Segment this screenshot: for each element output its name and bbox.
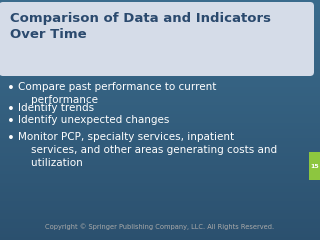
Bar — [0, 132, 320, 135]
Bar — [0, 216, 320, 219]
Bar — [0, 0, 320, 3]
Text: •: • — [7, 82, 15, 95]
Bar — [0, 15, 320, 18]
Bar — [0, 114, 320, 117]
Bar — [0, 87, 320, 90]
Text: Identify unexpected changes: Identify unexpected changes — [18, 115, 169, 125]
Bar — [0, 123, 320, 126]
Bar — [0, 177, 320, 180]
Bar — [0, 72, 320, 75]
Bar — [0, 57, 320, 60]
Bar — [0, 183, 320, 186]
Bar — [0, 207, 320, 210]
Bar — [0, 21, 320, 24]
Bar — [0, 186, 320, 189]
Bar — [0, 222, 320, 225]
Bar — [0, 159, 320, 162]
Text: •: • — [7, 132, 15, 145]
Bar — [0, 204, 320, 207]
Bar — [0, 135, 320, 138]
Bar — [0, 234, 320, 237]
Bar — [0, 201, 320, 204]
Bar — [0, 144, 320, 147]
Bar — [0, 105, 320, 108]
Bar — [0, 231, 320, 234]
Bar — [0, 18, 320, 21]
Text: Compare past performance to current
    performance: Compare past performance to current perf… — [18, 82, 216, 105]
Bar — [0, 6, 320, 9]
Bar — [0, 171, 320, 174]
Bar — [0, 219, 320, 222]
Bar — [0, 153, 320, 156]
Bar — [0, 195, 320, 198]
FancyBboxPatch shape — [0, 2, 314, 76]
Bar — [0, 141, 320, 144]
Text: 15: 15 — [310, 163, 319, 168]
Bar — [0, 147, 320, 150]
Bar — [0, 75, 320, 78]
Bar — [0, 93, 320, 96]
Bar — [0, 189, 320, 192]
Bar — [0, 51, 320, 54]
Bar — [0, 213, 320, 216]
Text: •: • — [7, 115, 15, 128]
Bar — [0, 150, 320, 153]
Bar — [0, 45, 320, 48]
Bar — [0, 66, 320, 69]
Bar — [309, 152, 320, 180]
Bar — [0, 81, 320, 84]
Bar — [0, 30, 320, 33]
Bar — [0, 84, 320, 87]
Bar — [0, 168, 320, 171]
Bar — [0, 60, 320, 63]
Bar — [0, 192, 320, 195]
Bar — [0, 174, 320, 177]
Bar — [0, 108, 320, 111]
Bar — [0, 99, 320, 102]
Bar — [0, 54, 320, 57]
Bar — [0, 78, 320, 81]
Text: Comparison of Data and Indicators: Comparison of Data and Indicators — [10, 12, 271, 25]
Bar — [0, 210, 320, 213]
Bar — [0, 228, 320, 231]
Bar — [0, 63, 320, 66]
Bar — [0, 33, 320, 36]
Bar — [0, 111, 320, 114]
Bar — [0, 129, 320, 132]
Bar — [0, 39, 320, 42]
Bar — [0, 9, 320, 12]
Bar — [0, 48, 320, 51]
Bar — [0, 237, 320, 240]
Text: Monitor PCP, specialty services, inpatient
    services, and other areas generat: Monitor PCP, specialty services, inpatie… — [18, 132, 277, 168]
Text: •: • — [7, 103, 15, 116]
Bar — [0, 180, 320, 183]
Bar — [0, 162, 320, 165]
Bar — [0, 27, 320, 30]
Bar — [0, 225, 320, 228]
Bar — [0, 198, 320, 201]
Bar — [0, 156, 320, 159]
Text: Copyright © Springer Publishing Company, LLC. All Rights Reserved.: Copyright © Springer Publishing Company,… — [45, 223, 275, 230]
Bar — [0, 24, 320, 27]
Bar — [0, 69, 320, 72]
Bar — [0, 96, 320, 99]
Bar — [0, 138, 320, 141]
Bar — [0, 3, 320, 6]
Bar — [0, 36, 320, 39]
Bar — [0, 42, 320, 45]
Bar — [0, 120, 320, 123]
Bar — [0, 165, 320, 168]
Text: Over Time: Over Time — [10, 28, 87, 41]
Text: Identify trends: Identify trends — [18, 103, 94, 113]
Bar — [0, 117, 320, 120]
Bar — [0, 102, 320, 105]
Bar — [0, 12, 320, 15]
Bar — [0, 90, 320, 93]
Bar — [0, 126, 320, 129]
